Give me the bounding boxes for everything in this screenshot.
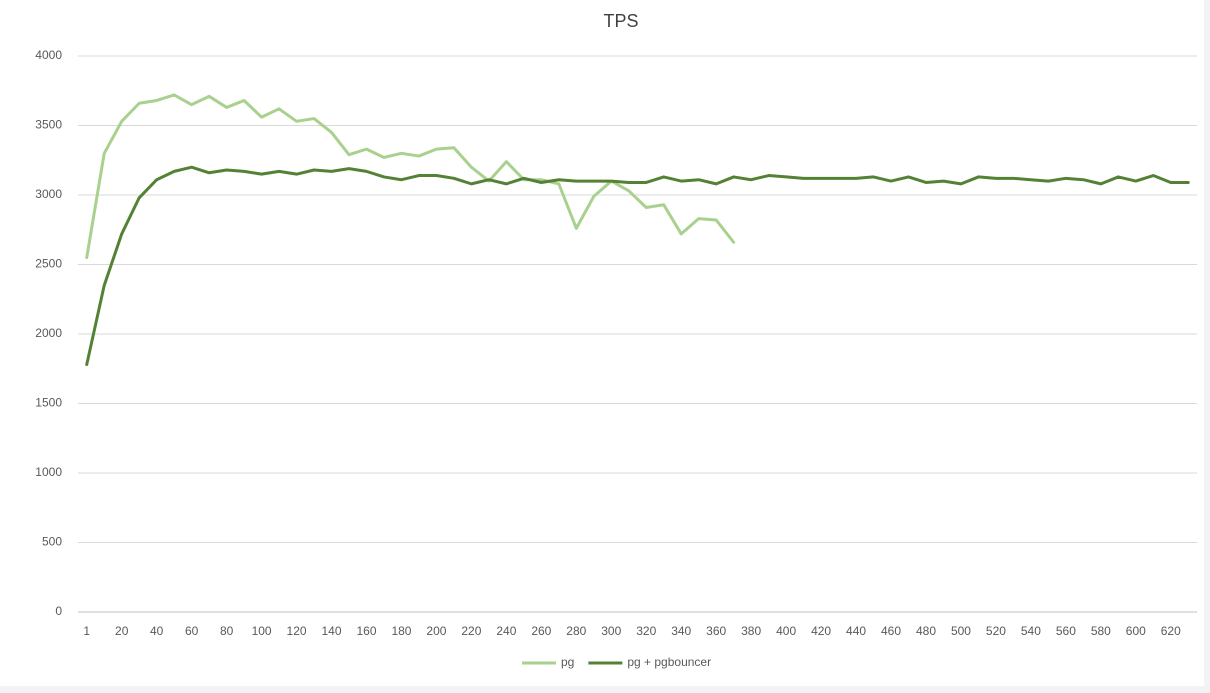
x-tick-label: 280	[566, 624, 586, 638]
x-tick-label: 300	[601, 624, 621, 638]
y-tick-label: 1500	[35, 396, 62, 410]
line-series	[85, 165, 1190, 367]
x-tick-label: 100	[252, 624, 272, 638]
x-tick-label: 420	[811, 624, 831, 638]
x-tick-label: 140	[322, 624, 342, 638]
line-series	[85, 93, 736, 260]
x-tick-label: 340	[671, 624, 691, 638]
x-tick-label: 540	[1021, 624, 1041, 638]
x-tick-label: 600	[1126, 624, 1146, 638]
x-tick-label: 500	[951, 624, 971, 638]
x-tick-label: 1	[83, 624, 90, 638]
x-tick-label: 460	[881, 624, 901, 638]
y-tick-label: 1000	[35, 465, 62, 479]
x-tick-label: 80	[220, 624, 234, 638]
x-tick-label: 400	[776, 624, 796, 638]
x-tick-label: 200	[426, 624, 446, 638]
legend-label: pg	[561, 655, 574, 669]
x-tick-label: 160	[356, 624, 376, 638]
x-tick-label: 20	[115, 624, 129, 638]
x-tick-label: 60	[185, 624, 199, 638]
x-tick-label: 240	[496, 624, 516, 638]
y-tick-label: 3000	[35, 187, 62, 201]
y-tick-label: 2000	[35, 326, 62, 340]
x-tick-label: 560	[1056, 624, 1076, 638]
x-tick-label: 480	[916, 624, 936, 638]
y-tick-label: 0	[55, 604, 62, 618]
x-tick-label: 440	[846, 624, 866, 638]
x-tick-label: 360	[706, 624, 726, 638]
chart-title: TPS	[603, 11, 638, 31]
x-tick-label: 220	[461, 624, 481, 638]
y-tick-label: 2500	[35, 257, 62, 271]
y-tick-label: 3500	[35, 118, 62, 132]
x-tick-label: 180	[391, 624, 411, 638]
x-tick-label: 120	[287, 624, 307, 638]
x-tick-label: 380	[741, 624, 761, 638]
x-tick-label: 320	[636, 624, 656, 638]
y-tick-label: 4000	[35, 48, 62, 62]
legend-label: pg + pgbouncer	[627, 655, 711, 669]
x-tick-label: 40	[150, 624, 164, 638]
y-tick-label: 500	[42, 535, 62, 549]
x-tick-label: 620	[1161, 624, 1181, 638]
x-tick-label: 260	[531, 624, 551, 638]
x-tick-label: 580	[1091, 624, 1111, 638]
x-tick-label: 520	[986, 624, 1006, 638]
